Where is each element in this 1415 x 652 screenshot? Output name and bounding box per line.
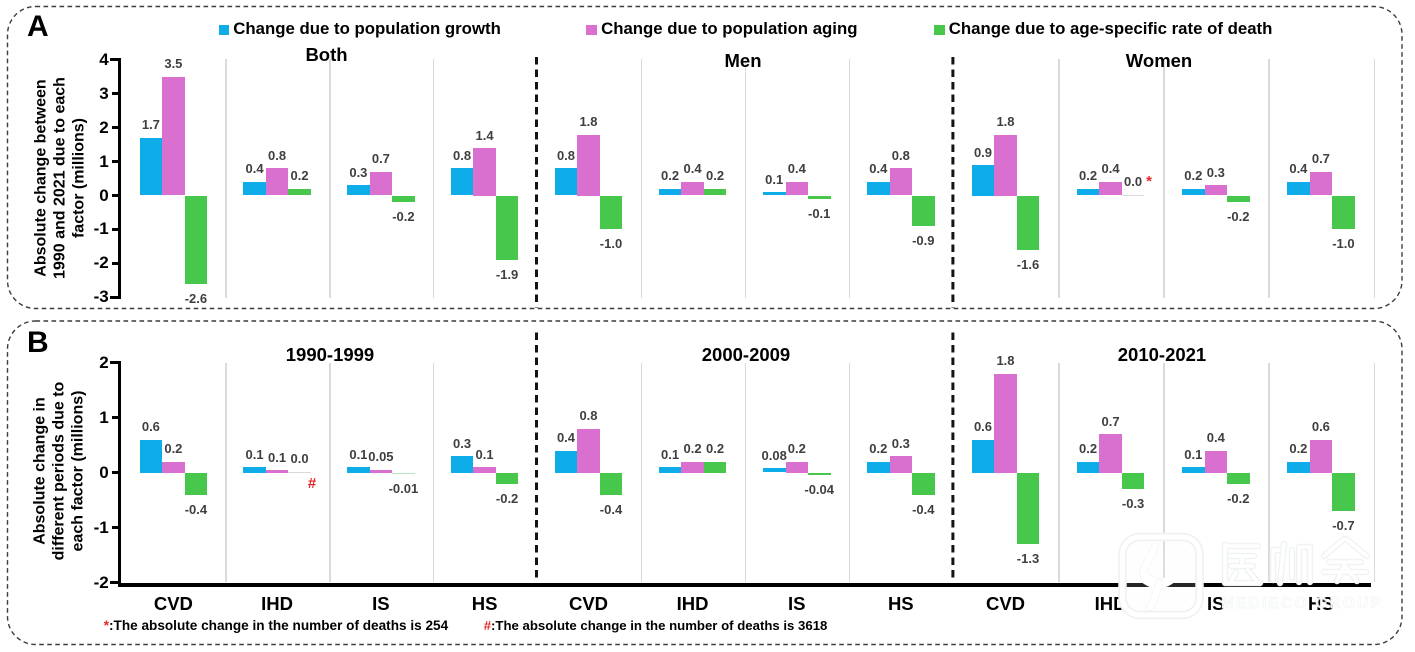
svg-text:MEDIECO GROUP: MEDIECO GROUP xyxy=(1221,595,1383,612)
